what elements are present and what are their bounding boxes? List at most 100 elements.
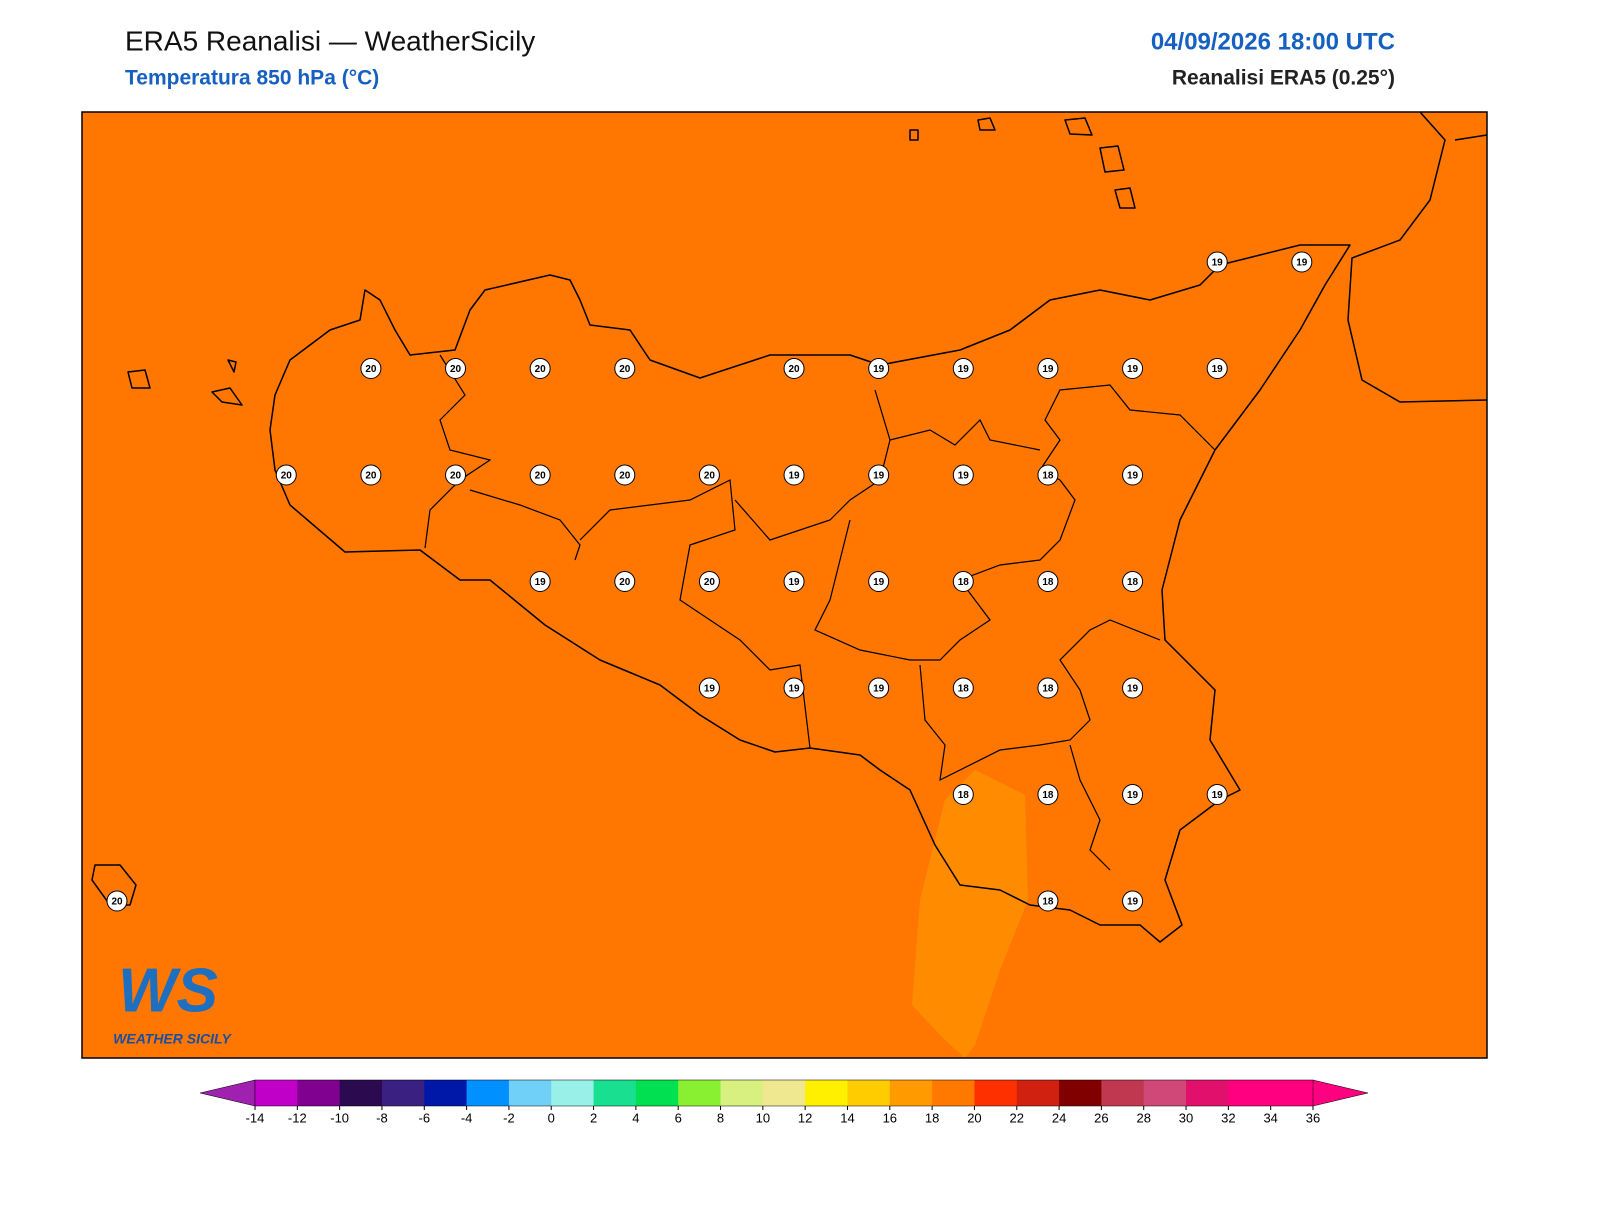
colorbar-segment: [1186, 1080, 1229, 1106]
station-marker: [529, 358, 551, 379]
colorbar-segment: [466, 1080, 510, 1106]
colorbar-segment: [551, 1080, 595, 1106]
subtitle: Temperatura 850 hPa (°C): [125, 67, 379, 90]
colorbar-segment: [508, 1080, 552, 1106]
station-value: 20: [704, 471, 716, 482]
station-marker: [614, 571, 636, 592]
coastline: [269, 244, 1351, 943]
colorbar-tick-label: 22: [1010, 1110, 1024, 1125]
station-value: 19: [1212, 364, 1224, 375]
station-value: 18: [958, 790, 970, 801]
colorbar-segment: [593, 1080, 637, 1106]
station-marker: [614, 358, 636, 379]
colorbar-tick-label: 8: [717, 1110, 724, 1125]
colorbar-segment: [1101, 1080, 1145, 1106]
station-value: 18: [1042, 790, 1054, 801]
station-marker: [1037, 571, 1059, 592]
station-value: 20: [535, 471, 547, 482]
colorbar-segment: [635, 1080, 679, 1106]
station-marker: [529, 464, 551, 486]
contour-region: [912, 770, 1028, 1058]
logo-name: WEATHER SICILY: [113, 1031, 232, 1047]
colorbar-tick-label: 0: [548, 1110, 555, 1125]
station-value: 18: [1127, 577, 1139, 588]
colorbar-segment: [1270, 1080, 1314, 1106]
station-value: 20: [619, 364, 631, 375]
source: Reanalisi ERA5 (0.25°): [1172, 67, 1395, 90]
station-value: 20: [450, 364, 462, 375]
colorbar-tick-label: 6: [675, 1110, 682, 1125]
station-marker: [106, 890, 128, 912]
station-marker: [1037, 890, 1059, 912]
colorbar-tick-label: -4: [461, 1110, 473, 1125]
station-value: 18: [1042, 471, 1054, 482]
station-value: 19: [1127, 364, 1139, 375]
station-marker: [1122, 358, 1144, 379]
station-marker: [783, 571, 805, 592]
colorbar-tick-label: 4: [632, 1110, 639, 1125]
colorbar-tick-label: -6: [418, 1110, 430, 1125]
colorbar-segment: [678, 1080, 722, 1106]
station-marker: [529, 571, 551, 592]
station-marker: [1122, 890, 1144, 912]
station-value: 20: [281, 471, 293, 482]
colorbar-tick-label: 2: [590, 1110, 597, 1125]
station-marker: [698, 464, 720, 486]
calabria-coast: [1347, 112, 1487, 403]
islands: [91, 117, 1136, 906]
station-value: 18: [1042, 577, 1054, 588]
station-value: 19: [1127, 471, 1139, 482]
station-marker: [952, 464, 974, 486]
station-marker: [868, 571, 890, 592]
colorbar-segment: [932, 1080, 975, 1106]
station-marker: [698, 571, 720, 592]
colorbar-tick-label: 32: [1221, 1110, 1235, 1125]
colorbar-tick-label: 34: [1263, 1110, 1277, 1125]
station-marker: [783, 358, 805, 379]
station-value: 19: [958, 471, 970, 482]
station-value: 20: [365, 471, 377, 482]
station-marker: [1291, 251, 1313, 273]
colorbar-segment: [805, 1080, 848, 1106]
station-value: 19: [1212, 258, 1224, 269]
station-value: 19: [704, 684, 716, 695]
station-marker: [445, 358, 467, 379]
province-border: [424, 354, 1216, 871]
station-marker: [868, 358, 890, 379]
colorbar-segment: [720, 1080, 764, 1106]
colorbar-segment: [381, 1080, 425, 1106]
station-marker: [783, 677, 805, 699]
datetime: 04/09/2026 18:00 UTC: [1151, 28, 1395, 55]
station-value: 19: [1127, 897, 1139, 908]
station-marker: [1206, 358, 1228, 379]
colorbar-tick-label: 16: [883, 1110, 897, 1125]
colorbar-tick-label: -12: [288, 1110, 307, 1125]
station-value: 20: [535, 364, 547, 375]
colorbar-segment: [297, 1080, 341, 1106]
station-value: 19: [873, 577, 885, 588]
station-marker: [1206, 784, 1228, 805]
colorbar-frame: [254, 1079, 1314, 1107]
station-value: 19: [873, 364, 885, 375]
station-marker: [952, 358, 974, 379]
title: ERA5 Reanalisi — WeatherSicily: [125, 25, 535, 56]
station-marker: [952, 677, 974, 699]
station-value: 19: [1127, 684, 1139, 695]
station-value: 19: [958, 364, 970, 375]
station-value: 19: [788, 684, 800, 695]
station-value: 18: [1042, 897, 1054, 908]
station-marker: [1122, 784, 1144, 805]
station-value: 19: [1042, 364, 1054, 375]
colorbar-under: [199, 1079, 256, 1107]
station-marker: [1037, 784, 1059, 805]
station-value: 19: [873, 471, 885, 482]
map-layer: [91, 112, 1487, 1058]
colorbar: -14 -12 -10 -8 -6 -4 -2 0 2 4 6 8 10 12 14 16 18 20 22 24 26…: [199, 1079, 1369, 1125]
station-marker: [275, 464, 297, 486]
map-frame: [81, 111, 1488, 1059]
station-marker: [445, 464, 467, 486]
colorbar-tick-label: 20: [967, 1110, 981, 1125]
station-value: 20: [788, 364, 800, 375]
colorbar-tick-label: 30: [1179, 1110, 1193, 1125]
